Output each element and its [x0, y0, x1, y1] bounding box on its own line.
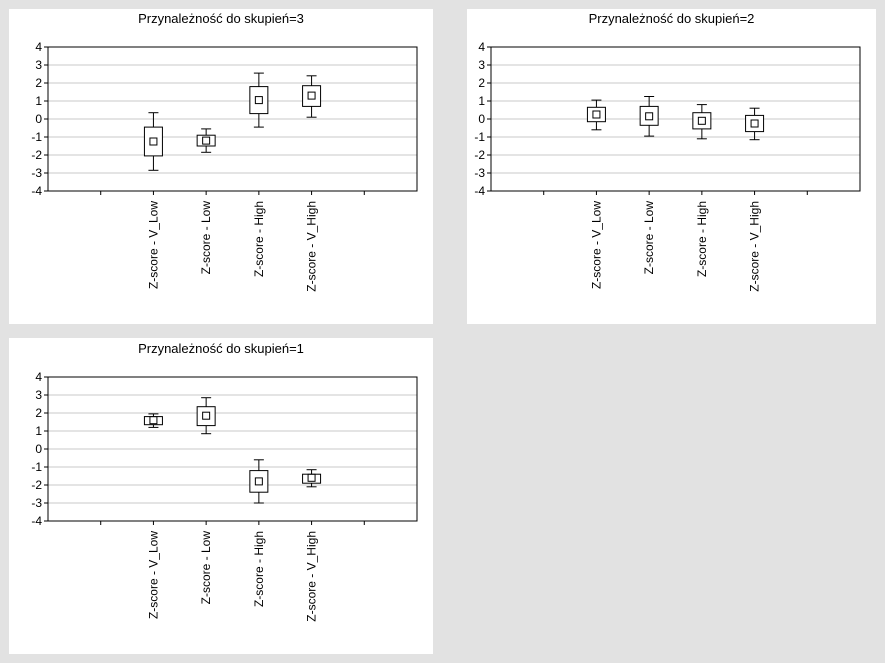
y-tick-label: 0 [35, 112, 42, 126]
category-label: Z-score - Low [199, 531, 213, 605]
median-marker [254, 96, 263, 105]
y-tick-label: 3 [35, 58, 42, 72]
y-tick-label: 4 [478, 40, 485, 54]
y-tick-label: -2 [31, 478, 42, 492]
median-marker [149, 137, 158, 146]
box-2 [196, 397, 216, 435]
chart-title: Przynależność do skupień=2 [588, 11, 755, 26]
box-2 [639, 96, 659, 137]
box-plot: 4 3 2 1 0 -1 -2 -3 -4 Z-score - V_Low Z-score - Lo… [31, 370, 418, 622]
y-tick-label: -4 [474, 184, 485, 198]
category-label: Z-score - V_High [748, 201, 762, 292]
box-4 [302, 469, 322, 488]
y-tick-label: 1 [35, 94, 42, 108]
box-2 [196, 128, 216, 153]
y-tick-label: 1 [35, 424, 42, 438]
category-label: Z-score - V_Low [589, 201, 603, 289]
y-tick-label: 1 [478, 94, 485, 108]
category-label: Z-score - High [252, 531, 266, 607]
y-tick-label: 0 [35, 442, 42, 456]
box-4 [302, 75, 322, 118]
y-tick-label: 4 [35, 40, 42, 54]
y-tick-label: 2 [35, 76, 42, 90]
median-marker [750, 119, 759, 128]
y-tick-label: -3 [474, 166, 485, 180]
y-tick-label: 3 [478, 58, 485, 72]
y-tick-label: -4 [31, 184, 42, 198]
box-3 [249, 459, 269, 504]
median-marker [149, 416, 158, 425]
y-tick-label: -1 [474, 130, 485, 144]
median-marker [254, 477, 263, 486]
category-label: Z-score - Low [642, 201, 656, 275]
category-label: Z-score - V_Low [146, 201, 160, 289]
chart-panel-cluster-3: Przynależność do skupień=3 4 3 2 1 0 -1 -2 -3 -4… [9, 9, 433, 324]
category-label: Z-score - Low [199, 201, 213, 275]
category-label: Z-score - High [252, 201, 266, 277]
chart-panel-cluster-1: Przynależność do skupień=1 4 3 2 1 0 -1 -2 -3 -4… [9, 338, 433, 654]
box-1 [143, 112, 163, 171]
category-label: Z-score - V_High [305, 201, 319, 292]
y-tick-label: 2 [35, 406, 42, 420]
box-3 [249, 72, 269, 128]
median-marker [202, 136, 211, 145]
y-tick-label: 4 [35, 370, 42, 384]
y-tick-label: -4 [31, 514, 42, 528]
median-marker [645, 112, 654, 121]
y-tick-label: 0 [478, 112, 485, 126]
y-tick-label: 2 [478, 76, 485, 90]
y-tick-label: -1 [31, 130, 42, 144]
median-marker [592, 110, 601, 119]
box-plot: 4 3 2 1 0 -1 -2 -3 -4 Z-score - V_Low Z-score - Lo… [31, 40, 418, 292]
median-marker [307, 473, 316, 482]
y-tick-label: 3 [35, 388, 42, 402]
y-tick-label: -3 [31, 496, 42, 510]
box-plot: 4 3 2 1 0 -1 -2 -3 -4 Z-score - V_Low Z-score - Lo… [474, 40, 861, 292]
box-1 [586, 99, 606, 131]
y-tick-label: -2 [31, 148, 42, 162]
category-label: Z-score - High [695, 201, 709, 277]
y-tick-label: -3 [31, 166, 42, 180]
y-tick-label: -1 [31, 460, 42, 474]
y-tick-label: -2 [474, 148, 485, 162]
category-label: Z-score - V_Low [146, 531, 160, 619]
chart-title: Przynależność do skupień=3 [138, 11, 304, 26]
box-4 [745, 107, 765, 141]
chart-title: Przynależność do skupień=1 [138, 341, 304, 356]
box-3 [692, 104, 712, 140]
chart-panel-cluster-2: Przynależność do skupień=2 4 3 2 1 0 -1 -2 -3 -4… [467, 9, 876, 324]
median-marker [697, 116, 706, 125]
median-marker [307, 91, 316, 100]
box-1 [143, 413, 163, 428]
category-label: Z-score - V_High [305, 531, 319, 622]
median-marker [202, 411, 211, 420]
